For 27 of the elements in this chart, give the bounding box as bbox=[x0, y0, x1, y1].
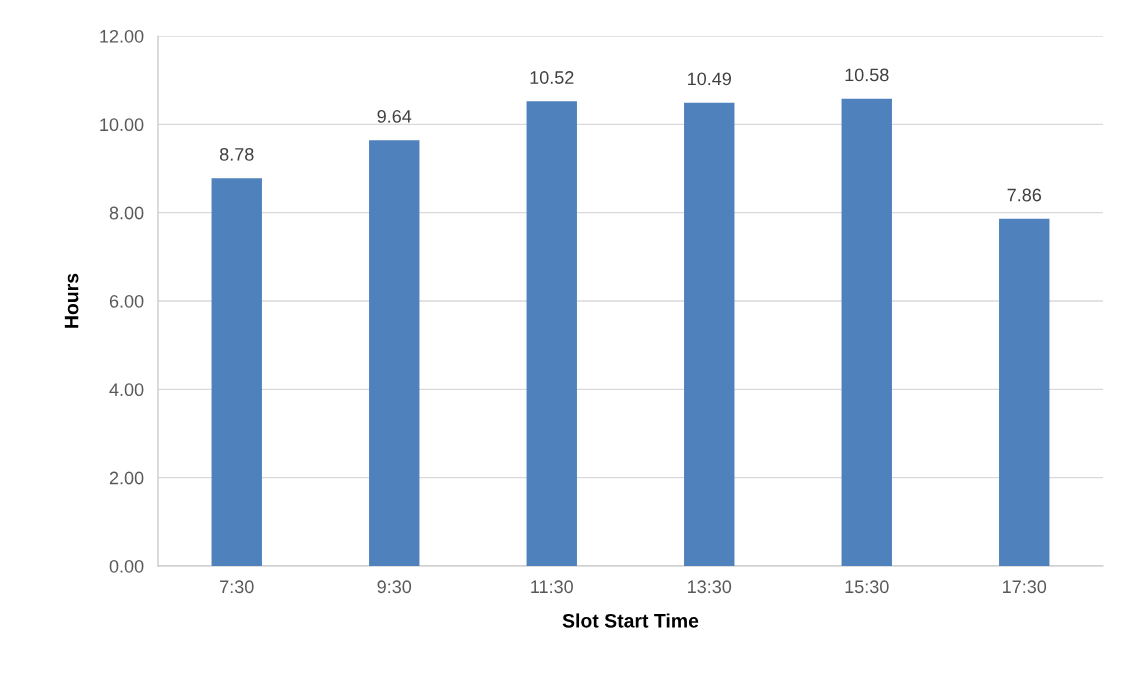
y-tick-label: 6.00 bbox=[109, 294, 144, 308]
data-label: 7.86 bbox=[1007, 188, 1042, 202]
data-label: 8.78 bbox=[219, 147, 254, 161]
x-tick-label: 15:30 bbox=[845, 580, 889, 594]
y-tick-label: 10.00 bbox=[100, 118, 144, 132]
bar bbox=[526, 101, 577, 566]
bar bbox=[369, 140, 420, 566]
x-tick-label: 17:30 bbox=[1003, 580, 1047, 594]
data-label: 10.49 bbox=[688, 72, 731, 86]
y-tick-label: 8.00 bbox=[109, 206, 144, 220]
x-tick-label: 9:30 bbox=[377, 580, 412, 594]
x-tick-label: 13:30 bbox=[688, 580, 732, 594]
y-tick-label: 0.00 bbox=[109, 559, 144, 573]
data-label: 9.64 bbox=[377, 109, 412, 123]
x-tick-label: 7:30 bbox=[220, 580, 254, 594]
data-label: 10.58 bbox=[845, 68, 889, 82]
y-axis-title: Hours bbox=[64, 273, 79, 328]
y-tick-label: 2.00 bbox=[109, 471, 144, 485]
y-tick-label: 4.00 bbox=[109, 383, 144, 397]
x-axis-title: Slot Start Time bbox=[562, 613, 699, 628]
data-label: 10.52 bbox=[530, 71, 574, 84]
y-tick-label: 12.00 bbox=[100, 29, 144, 43]
bar bbox=[841, 98, 892, 566]
bar bbox=[211, 178, 262, 566]
bar bbox=[999, 218, 1050, 566]
bar bbox=[684, 102, 735, 566]
x-tick-label: 11:30 bbox=[531, 580, 573, 594]
